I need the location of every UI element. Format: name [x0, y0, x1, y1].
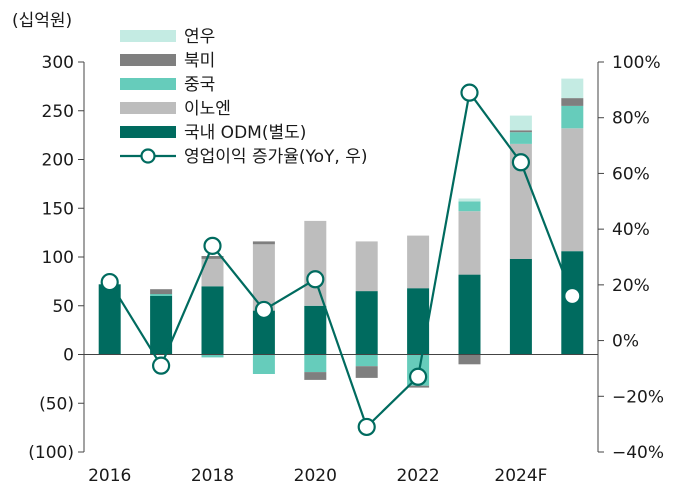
bar-2020-series-0 [304, 305, 327, 355]
left-y-tick-label: 300 [42, 53, 74, 73]
bar-2018-series-0 [201, 286, 224, 355]
x-tick-label: 2020 [294, 466, 337, 486]
growth-point-2021 [357, 417, 376, 437]
legend-swatch [120, 102, 176, 114]
bar-2022-series-1 [407, 235, 430, 289]
bar-2019-series-2 [252, 354, 275, 374]
growth-point-2017 [152, 356, 171, 375]
legend-label: 국내 ODM(별도) [184, 123, 306, 143]
bar-2023-series-2 [458, 201, 481, 212]
bar-2021-series-3 [355, 366, 378, 378]
bars-group [98, 78, 584, 388]
right-y-tick-label: 20% [612, 276, 650, 296]
growth-point-2016 [100, 272, 119, 292]
bar-2024F-series-3 [509, 130, 532, 133]
x-tick-label: 2024F [494, 466, 547, 486]
bar-2018-series-3 [201, 256, 224, 259]
bar-2018-series-1 [201, 258, 224, 287]
bar-2025F-series-4 [561, 78, 584, 99]
bar-2021-series-1 [355, 241, 378, 292]
x-tick-label: 2022 [396, 466, 439, 486]
bar-2024F-series-0 [509, 258, 532, 355]
bar-2023-series-3 [458, 354, 481, 365]
legend-swatch [120, 54, 176, 66]
right-y-tick-label: 100% [612, 53, 661, 73]
bar-2024F-series-4 [509, 115, 532, 131]
bar-2023-series-4 [458, 198, 481, 202]
left-y-tick-label: 200 [42, 151, 74, 171]
left-y-tick-label: (50) [39, 394, 74, 414]
bar-2020-series-3 [304, 372, 327, 380]
legend-swatch [120, 30, 176, 42]
growth-line-path [108, 89, 574, 429]
bar-2018-series-2 [201, 354, 224, 358]
bar-2019-series-0 [252, 310, 275, 355]
bar-2025F-series-1 [561, 128, 584, 252]
bar-2017-series-3 [150, 289, 173, 295]
left-y-tick-label: (100) [28, 443, 74, 463]
legend-swatch [120, 126, 176, 138]
x-tick-label: 2016 [88, 466, 131, 486]
growth-point-2020 [306, 270, 325, 289]
bar-2023-series-0 [458, 274, 481, 355]
bar-2024F-series-2 [509, 132, 532, 144]
legend-label: 연우 [184, 27, 215, 47]
bar-2017-series-0 [150, 296, 173, 355]
left-y-tick-label: 150 [42, 199, 74, 219]
growth-point-2025F [563, 286, 582, 306]
growth-point-2019 [254, 300, 273, 320]
legend-label: 북미 [184, 51, 215, 71]
right-y-tick-label: −40% [612, 443, 664, 463]
axes-group: 300 250 200 150 100 50 0 (50) (100) 100% 80% 60% 40%… [28, 53, 664, 486]
left-y-tick-label: 0 [63, 346, 74, 366]
right-y-tick-label: 40% [612, 220, 650, 240]
bar-2019-series-1 [252, 244, 275, 311]
growth-point-2024F [511, 153, 531, 172]
bar-2022-series-3 [407, 385, 430, 388]
bar-2024F-series-1 [509, 143, 532, 259]
legend-label: 이노엔 [184, 99, 231, 119]
bar-2023-series-1 [458, 211, 481, 275]
bar-2017-series-2 [150, 294, 173, 296]
legend-label: 영업이익 증가율(YoY, 우) [184, 147, 368, 167]
bar-2025F-series-3 [561, 98, 584, 106]
right-y-tick-label: 60% [612, 164, 650, 184]
bar-2019-series-3 [252, 241, 275, 245]
bar-2021-series-0 [355, 291, 378, 355]
growth-point-2023 [460, 83, 479, 102]
right-y-tick-label: 0% [612, 332, 639, 352]
bar-2021-series-2 [355, 354, 378, 367]
bar-2025F-series-2 [561, 105, 584, 129]
x-tick-label: 2018 [191, 466, 234, 486]
bar-2016-series-0 [98, 284, 121, 355]
legend-swatch [120, 78, 176, 90]
legend-label: 중국 [184, 75, 215, 95]
left-y-tick-label: 50 [52, 297, 74, 317]
y-axis-unit-label: (십억원) [12, 11, 72, 31]
growth-point-2018 [203, 236, 222, 255]
bar-2020-series-1 [304, 220, 327, 306]
right-y-tick-label: 80% [612, 109, 650, 129]
growth-line-group [100, 83, 582, 437]
bar-2020-series-2 [304, 354, 327, 373]
left-y-tick-label: 100 [42, 248, 74, 268]
growth-point-2022 [409, 367, 428, 386]
bar-2022-series-0 [407, 288, 430, 355]
left-y-tick-label: 250 [42, 102, 74, 122]
right-y-tick-label: −20% [612, 387, 664, 407]
legend-swatch-marker [140, 148, 156, 164]
